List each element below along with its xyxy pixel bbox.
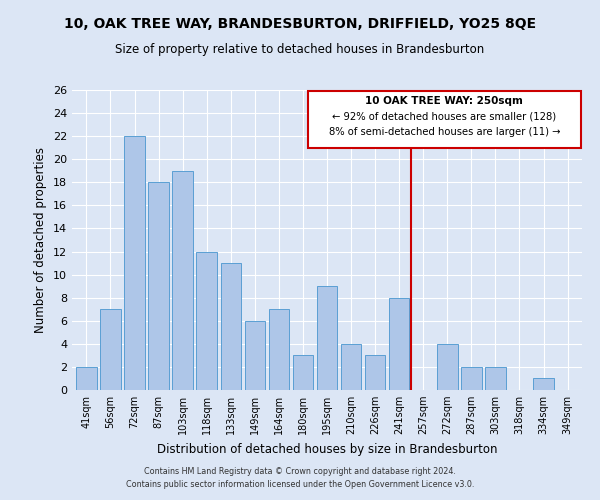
Bar <box>389 298 409 390</box>
Bar <box>365 356 385 390</box>
Bar <box>269 309 289 390</box>
Bar <box>196 252 217 390</box>
Bar <box>308 91 581 148</box>
Bar <box>293 356 313 390</box>
Bar <box>100 309 121 390</box>
Bar <box>437 344 458 390</box>
Text: Contains public sector information licensed under the Open Government Licence v3: Contains public sector information licen… <box>126 480 474 489</box>
Bar <box>317 286 337 390</box>
Bar <box>461 367 482 390</box>
Bar <box>485 367 506 390</box>
Bar <box>172 171 193 390</box>
Text: Size of property relative to detached houses in Brandesburton: Size of property relative to detached ho… <box>115 42 485 56</box>
Text: 8% of semi-detached houses are larger (11) →: 8% of semi-detached houses are larger (1… <box>329 127 560 137</box>
Text: ← 92% of detached houses are smaller (128): ← 92% of detached houses are smaller (12… <box>332 112 556 122</box>
Bar <box>221 263 241 390</box>
X-axis label: Distribution of detached houses by size in Brandesburton: Distribution of detached houses by size … <box>157 442 497 456</box>
Bar <box>124 136 145 390</box>
Text: Contains HM Land Registry data © Crown copyright and database right 2024.: Contains HM Land Registry data © Crown c… <box>144 467 456 476</box>
Bar <box>148 182 169 390</box>
Text: 10 OAK TREE WAY: 250sqm: 10 OAK TREE WAY: 250sqm <box>365 96 523 106</box>
Bar <box>245 321 265 390</box>
Bar <box>76 367 97 390</box>
Y-axis label: Number of detached properties: Number of detached properties <box>34 147 47 333</box>
Bar <box>533 378 554 390</box>
Bar <box>341 344 361 390</box>
Text: 10, OAK TREE WAY, BRANDESBURTON, DRIFFIELD, YO25 8QE: 10, OAK TREE WAY, BRANDESBURTON, DRIFFIE… <box>64 18 536 32</box>
